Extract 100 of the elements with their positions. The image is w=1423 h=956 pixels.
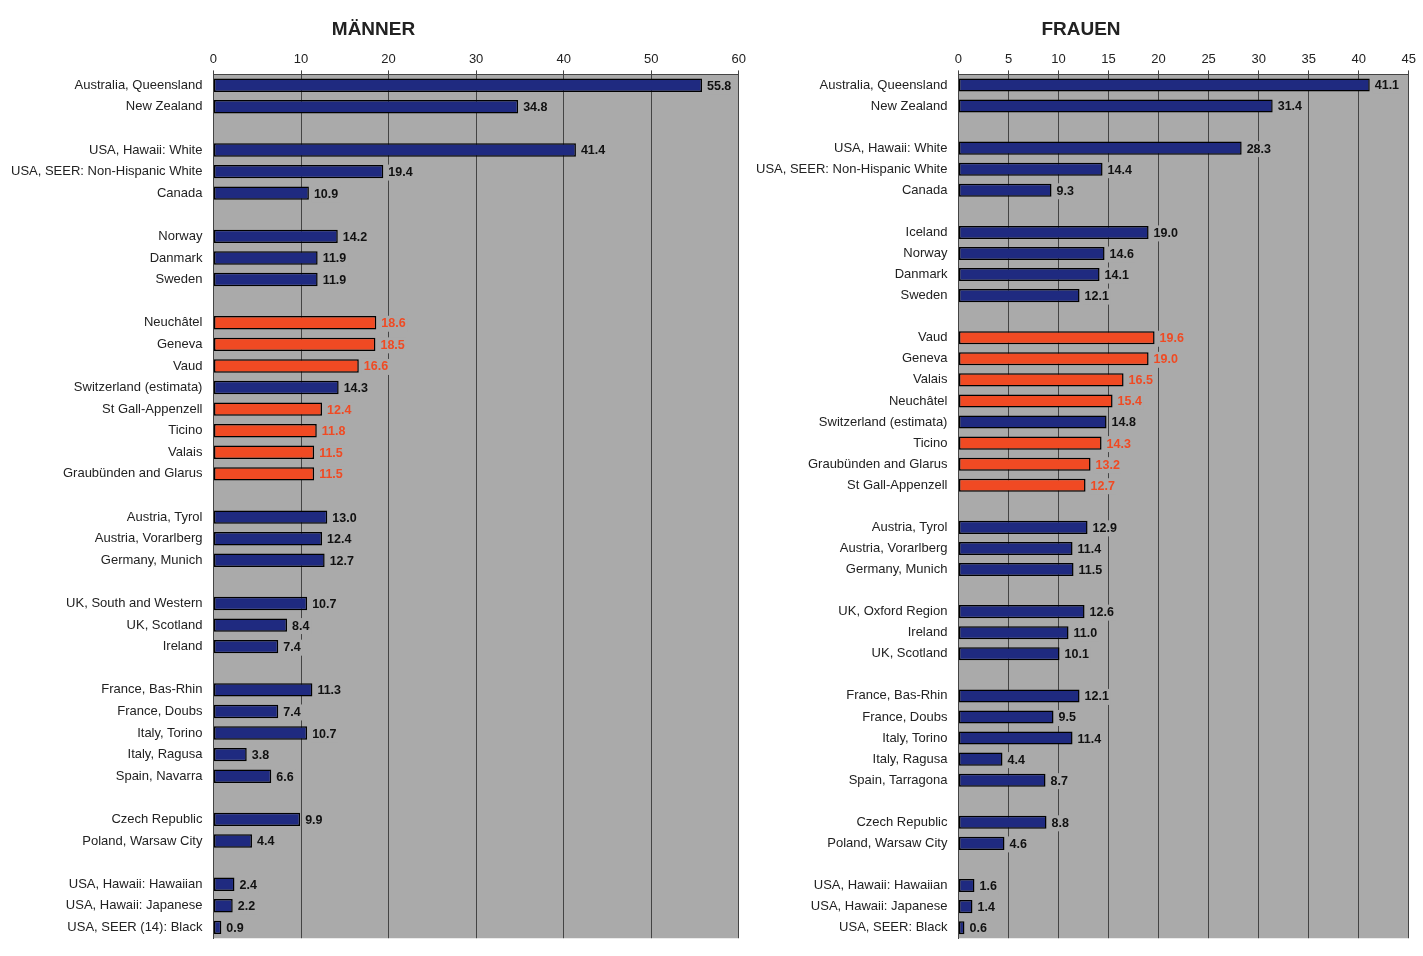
y-tick-label: Italy, Torino — [137, 724, 203, 740]
y-tick-label: USA, Hawaii: Hawaiian — [813, 877, 948, 893]
y-tick-label: Norway — [158, 227, 203, 243]
x-tick-label: 25 — [1201, 51, 1216, 67]
data-label: 7.4 — [283, 640, 301, 655]
data-label: 4.4 — [1007, 752, 1025, 767]
y-tick-label: Ireland — [162, 638, 203, 654]
data-label: 16.6 — [363, 359, 389, 374]
y-tick-label: USA, SEER: Non-Hispanic White — [11, 163, 203, 179]
chart-title: MÄNNER — [331, 17, 416, 39]
data-label: 41.1 — [1374, 78, 1400, 93]
y-tick-label: Poland, Warsaw City — [82, 832, 203, 848]
data-label: 11.8 — [321, 424, 346, 439]
y-tick-label: Sweden — [155, 271, 203, 287]
data-label: 19.4 — [388, 165, 413, 180]
y-tick-label: Czech Republic — [111, 811, 203, 827]
x-tick-label: 0 — [954, 51, 963, 67]
data-label: 19.0 — [1153, 225, 1178, 240]
data-label: 1.6 — [979, 878, 997, 893]
data-label: 34.8 — [523, 100, 548, 115]
y-tick-label: Vaud — [918, 329, 948, 345]
y-tick-label: Valais — [168, 443, 203, 459]
y-tick-label: UK, Scotland — [871, 645, 948, 661]
data-label: 12.7 — [329, 553, 355, 568]
y-tick-label: Switzerland (estimata) — [818, 413, 948, 429]
y-tick-label: Canada — [156, 184, 204, 200]
y-tick-label: USA, Hawaii: White — [89, 141, 203, 157]
data-label: 14.6 — [1109, 246, 1134, 261]
data-label: 9.9 — [305, 812, 323, 827]
y-tick-label: Vaud — [173, 357, 203, 373]
y-tick-label: France, Doubs — [862, 708, 948, 724]
data-label: 11.3 — [317, 683, 342, 698]
x-tick-label: 30 — [468, 51, 484, 67]
y-tick-label: Poland, Warsaw City — [827, 834, 948, 850]
data-label: 14.1 — [1104, 268, 1129, 282]
data-label: 11.9 — [322, 251, 347, 266]
data-label: 3.8 — [251, 748, 270, 763]
y-tick-label: Danmark — [149, 249, 203, 265]
x-tick-label: 40 — [556, 51, 571, 67]
data-label: 11.5 — [319, 445, 343, 460]
y-tick-label: Austria, Vorarlberg — [94, 530, 203, 546]
y-tick-label: USA, Hawaii: White — [834, 139, 948, 155]
y-tick-label: Germany, Munich — [845, 561, 948, 577]
data-label: 1.4 — [977, 900, 995, 915]
x-tick-label: 10 — [1051, 51, 1066, 67]
x-tick-label: 50 — [643, 51, 659, 67]
x-tick-label: 40 — [1351, 51, 1366, 67]
y-tick-label: Danmark — [894, 266, 948, 282]
data-label: 41.4 — [580, 143, 606, 158]
x-tick-label: 20 — [1151, 51, 1166, 67]
y-tick-label: New Zealand — [125, 98, 203, 114]
data-label: 6.6 — [276, 769, 294, 784]
data-label: 12.1 — [1084, 289, 1109, 304]
data-label: 0.9 — [226, 920, 244, 935]
y-tick-label: St Gall-Appenzell — [847, 476, 948, 492]
data-label: 2.2 — [237, 899, 256, 914]
data-label: 31.4 — [1277, 99, 1303, 114]
data-label: 13.2 — [1095, 457, 1120, 472]
y-tick-label: Spain, Navarra — [115, 767, 204, 783]
y-tick-label: Switzerland (estimata) — [73, 379, 203, 395]
data-label: 19.0 — [1153, 352, 1178, 367]
data-label: 9.3 — [1056, 183, 1074, 198]
data-label: 7.4 — [283, 704, 301, 719]
y-tick-label: Graubünden and Glarus — [62, 465, 203, 481]
y-tick-label: Italy, Torino — [882, 729, 948, 745]
x-tick-label: 10 — [293, 51, 309, 67]
data-label: 11.4 — [1077, 731, 1102, 746]
y-tick-label: Valais — [913, 371, 948, 387]
data-label: 10.7 — [312, 726, 337, 741]
y-tick-label: Iceland — [905, 223, 948, 239]
data-label: 11.0 — [1073, 626, 1098, 641]
y-tick-label: France, Bas-Rhin — [101, 681, 203, 697]
y-tick-label: France, Bas-Rhin — [846, 687, 948, 703]
data-label: 10.9 — [313, 186, 339, 201]
data-label: 12.7 — [1090, 478, 1115, 493]
data-label: 12.6 — [1089, 605, 1114, 620]
data-label: 2.4 — [239, 877, 257, 892]
data-label: 16.5 — [1128, 373, 1153, 388]
y-tick-label: Sweden — [900, 287, 948, 303]
y-tick-label: Czech Republic — [856, 813, 948, 829]
data-label: 18.6 — [381, 316, 406, 331]
y-tick-label: Ireland — [907, 624, 948, 640]
y-tick-label: Geneva — [901, 350, 949, 366]
data-label: 18.5 — [380, 337, 405, 352]
y-tick-label: Geneva — [156, 335, 204, 351]
x-tick-label: 60 — [731, 51, 746, 67]
data-label: 28.3 — [1246, 141, 1272, 156]
y-tick-label: USA, SEER (14): Black — [67, 918, 203, 934]
data-label: 14.3 — [1106, 436, 1131, 451]
x-tick-label: 15 — [1101, 51, 1116, 67]
y-tick-label: UK, South and Western — [66, 595, 203, 611]
y-tick-label: New Zealand — [870, 97, 948, 113]
y-tick-label: Ticino — [913, 434, 948, 450]
y-tick-label: Australia, Queensland — [74, 76, 203, 92]
data-label: 12.1 — [1084, 689, 1109, 704]
data-label: 8.7 — [1050, 773, 1068, 788]
data-label: 4.4 — [256, 834, 275, 849]
y-tick-label: Graubünden and Glarus — [807, 455, 948, 471]
y-tick-label: UK, Oxford Region — [838, 603, 948, 619]
data-label: 8.8 — [1051, 815, 1069, 830]
